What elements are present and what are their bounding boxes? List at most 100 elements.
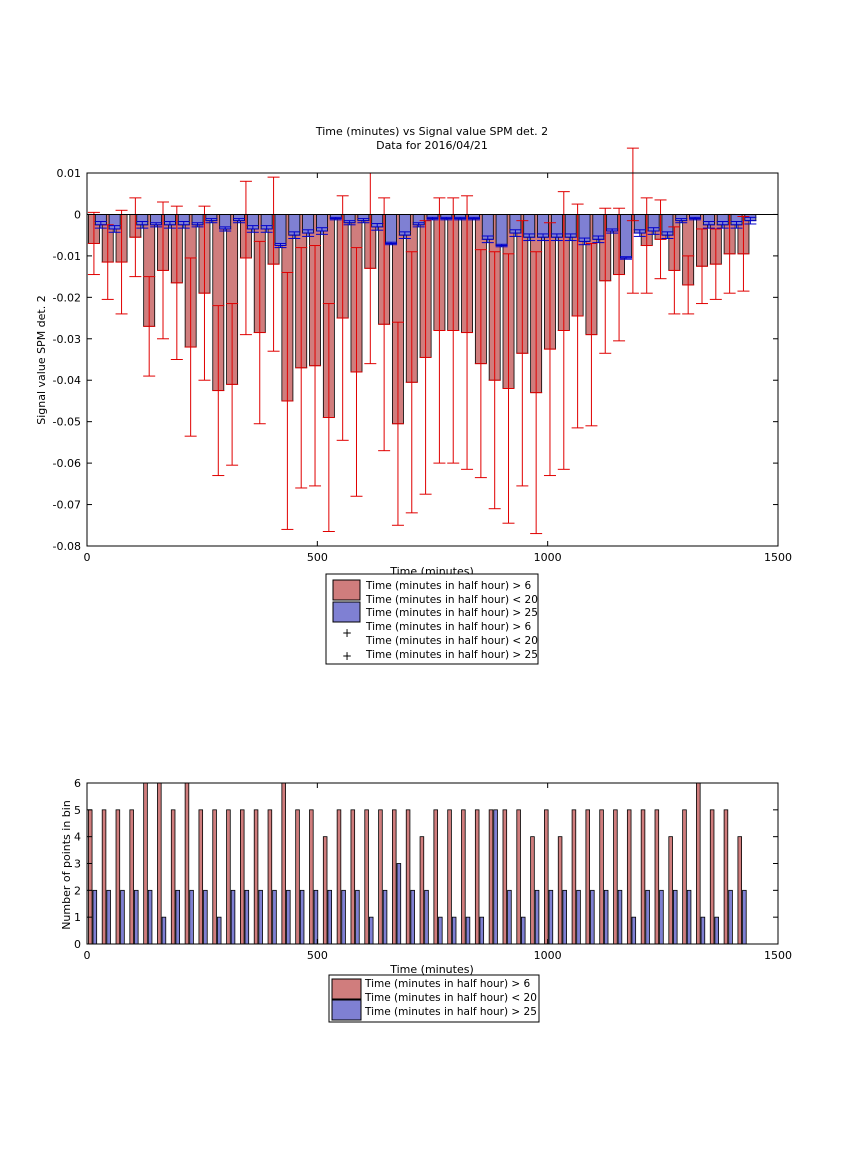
red-count-bar <box>143 782 148 945</box>
blue-count-bar <box>341 889 346 945</box>
blue-errorbar <box>94 220 107 229</box>
blue-count-bar <box>368 916 374 945</box>
y-axis-label: Number of points in bin <box>60 800 73 930</box>
y-tick-label: 1 <box>74 911 81 924</box>
red-errorbar <box>281 271 294 530</box>
legend-label: Time (minutes in half hour) < 20 <box>365 635 538 647</box>
blue-count-bar <box>396 863 402 945</box>
chart1-ticks: 0 500 1000 1500 0.01 0 -0.01 -0.02 -0.03 -0.04 -0.… <box>53 167 792 564</box>
red-count-bar <box>350 809 356 945</box>
blue-errorbar <box>385 241 398 246</box>
blue-errorbar <box>578 237 591 246</box>
blue-errorbar <box>689 216 702 221</box>
red-count-bar <box>392 809 397 945</box>
blue-count-bar <box>493 809 498 945</box>
blue-errorbar <box>357 218 370 224</box>
red-count-bar <box>419 836 425 945</box>
x-tick-label: 0 <box>84 949 91 962</box>
blue-count-bar <box>673 889 678 945</box>
y-tick-label: 0 <box>74 938 81 951</box>
legend-marker-red: + <box>342 626 352 640</box>
blue-count-bar <box>617 889 623 945</box>
blue-errorbar <box>191 222 204 228</box>
red-errorbar <box>585 242 598 427</box>
y-tick-label: 5 <box>74 804 81 817</box>
chart1-axes-frame <box>86 172 779 547</box>
red-count-bar <box>129 809 134 945</box>
blue-errorbar <box>343 220 356 226</box>
red-count-bar <box>433 809 438 945</box>
red-errorbar <box>502 253 515 524</box>
blue-count-bar <box>631 916 637 945</box>
blue-count-bar <box>714 916 719 945</box>
y-tick-label: 3 <box>74 858 81 871</box>
red-errorbar <box>654 199 667 280</box>
red-count-bar <box>474 809 480 945</box>
blue-count-bar <box>548 889 554 945</box>
x-tick-label: 1500 <box>764 551 792 564</box>
blue-count-bar <box>521 916 526 945</box>
y-tick-label: -0.08 <box>53 540 81 553</box>
x-tick-label: 1500 <box>764 949 792 962</box>
blue-errorbar <box>163 220 176 229</box>
red-errorbar <box>626 147 639 294</box>
red-errorbar <box>640 197 653 294</box>
red-count-bar <box>281 782 286 945</box>
red-errorbar <box>695 228 708 305</box>
red-errorbar <box>599 207 612 354</box>
blue-count-bar <box>106 889 111 945</box>
blue-count-bar <box>120 889 125 945</box>
blue-errorbar <box>136 220 149 229</box>
red-errorbar <box>682 255 695 315</box>
red-count-bar <box>115 809 121 945</box>
blue-count-bar <box>244 889 250 945</box>
blue-count-bar <box>645 889 650 945</box>
blue-errorbar <box>426 216 439 221</box>
red-errorbar <box>433 197 446 464</box>
blue-errorbar <box>329 216 342 221</box>
red-errorbar <box>516 220 529 487</box>
chart2-legend: Time (minutes in half hour) > 6 Time (min… <box>328 974 540 1023</box>
blue-errorbar <box>440 216 453 221</box>
red-count-bar <box>157 782 162 945</box>
red-errorbar <box>295 247 308 489</box>
red-count-bar <box>668 836 673 945</box>
red-count-bar <box>544 809 549 945</box>
red-count-bar <box>336 809 342 945</box>
blue-count-bar <box>562 889 567 945</box>
x-tick-label: 500 <box>307 551 328 564</box>
red-errorbar <box>322 303 335 532</box>
blue-errorbar <box>454 216 467 221</box>
red-count-bar <box>696 782 701 945</box>
blue-errorbar <box>633 229 646 237</box>
red-count-bar <box>599 809 604 945</box>
legend-marker-blue: + <box>342 649 352 663</box>
blue-errorbar <box>246 225 259 233</box>
blue-errorbar <box>661 231 674 239</box>
blue-errorbar <box>550 233 563 242</box>
red-errorbar <box>350 247 363 497</box>
red-errorbar <box>226 303 239 466</box>
blue-errorbar <box>150 222 163 228</box>
red-errorbar <box>461 195 474 470</box>
red-errorbar <box>212 305 225 477</box>
y-tick-label: -0.05 <box>53 416 81 429</box>
blue-count-bar <box>189 889 194 945</box>
blue-errorbar <box>509 229 522 237</box>
blue-count-bar <box>742 889 747 945</box>
blue-errorbar <box>467 216 480 221</box>
blue-errorbar <box>730 220 743 229</box>
blue-errorbar <box>523 233 536 242</box>
red-count-bar <box>87 809 93 945</box>
y-tick-label: 0.01 <box>57 167 82 180</box>
legend-label: Time (minutes in half hour) < 20 <box>364 992 537 1004</box>
blue-count-bar <box>92 889 98 945</box>
y-tick-label: 4 <box>74 831 81 844</box>
blue-count-bar <box>479 916 485 945</box>
red-errorbar <box>378 197 391 452</box>
blue-bar <box>495 214 508 246</box>
red-count-bar <box>654 809 660 945</box>
blue-errorbar <box>647 227 660 235</box>
red-count-bar <box>585 809 590 945</box>
